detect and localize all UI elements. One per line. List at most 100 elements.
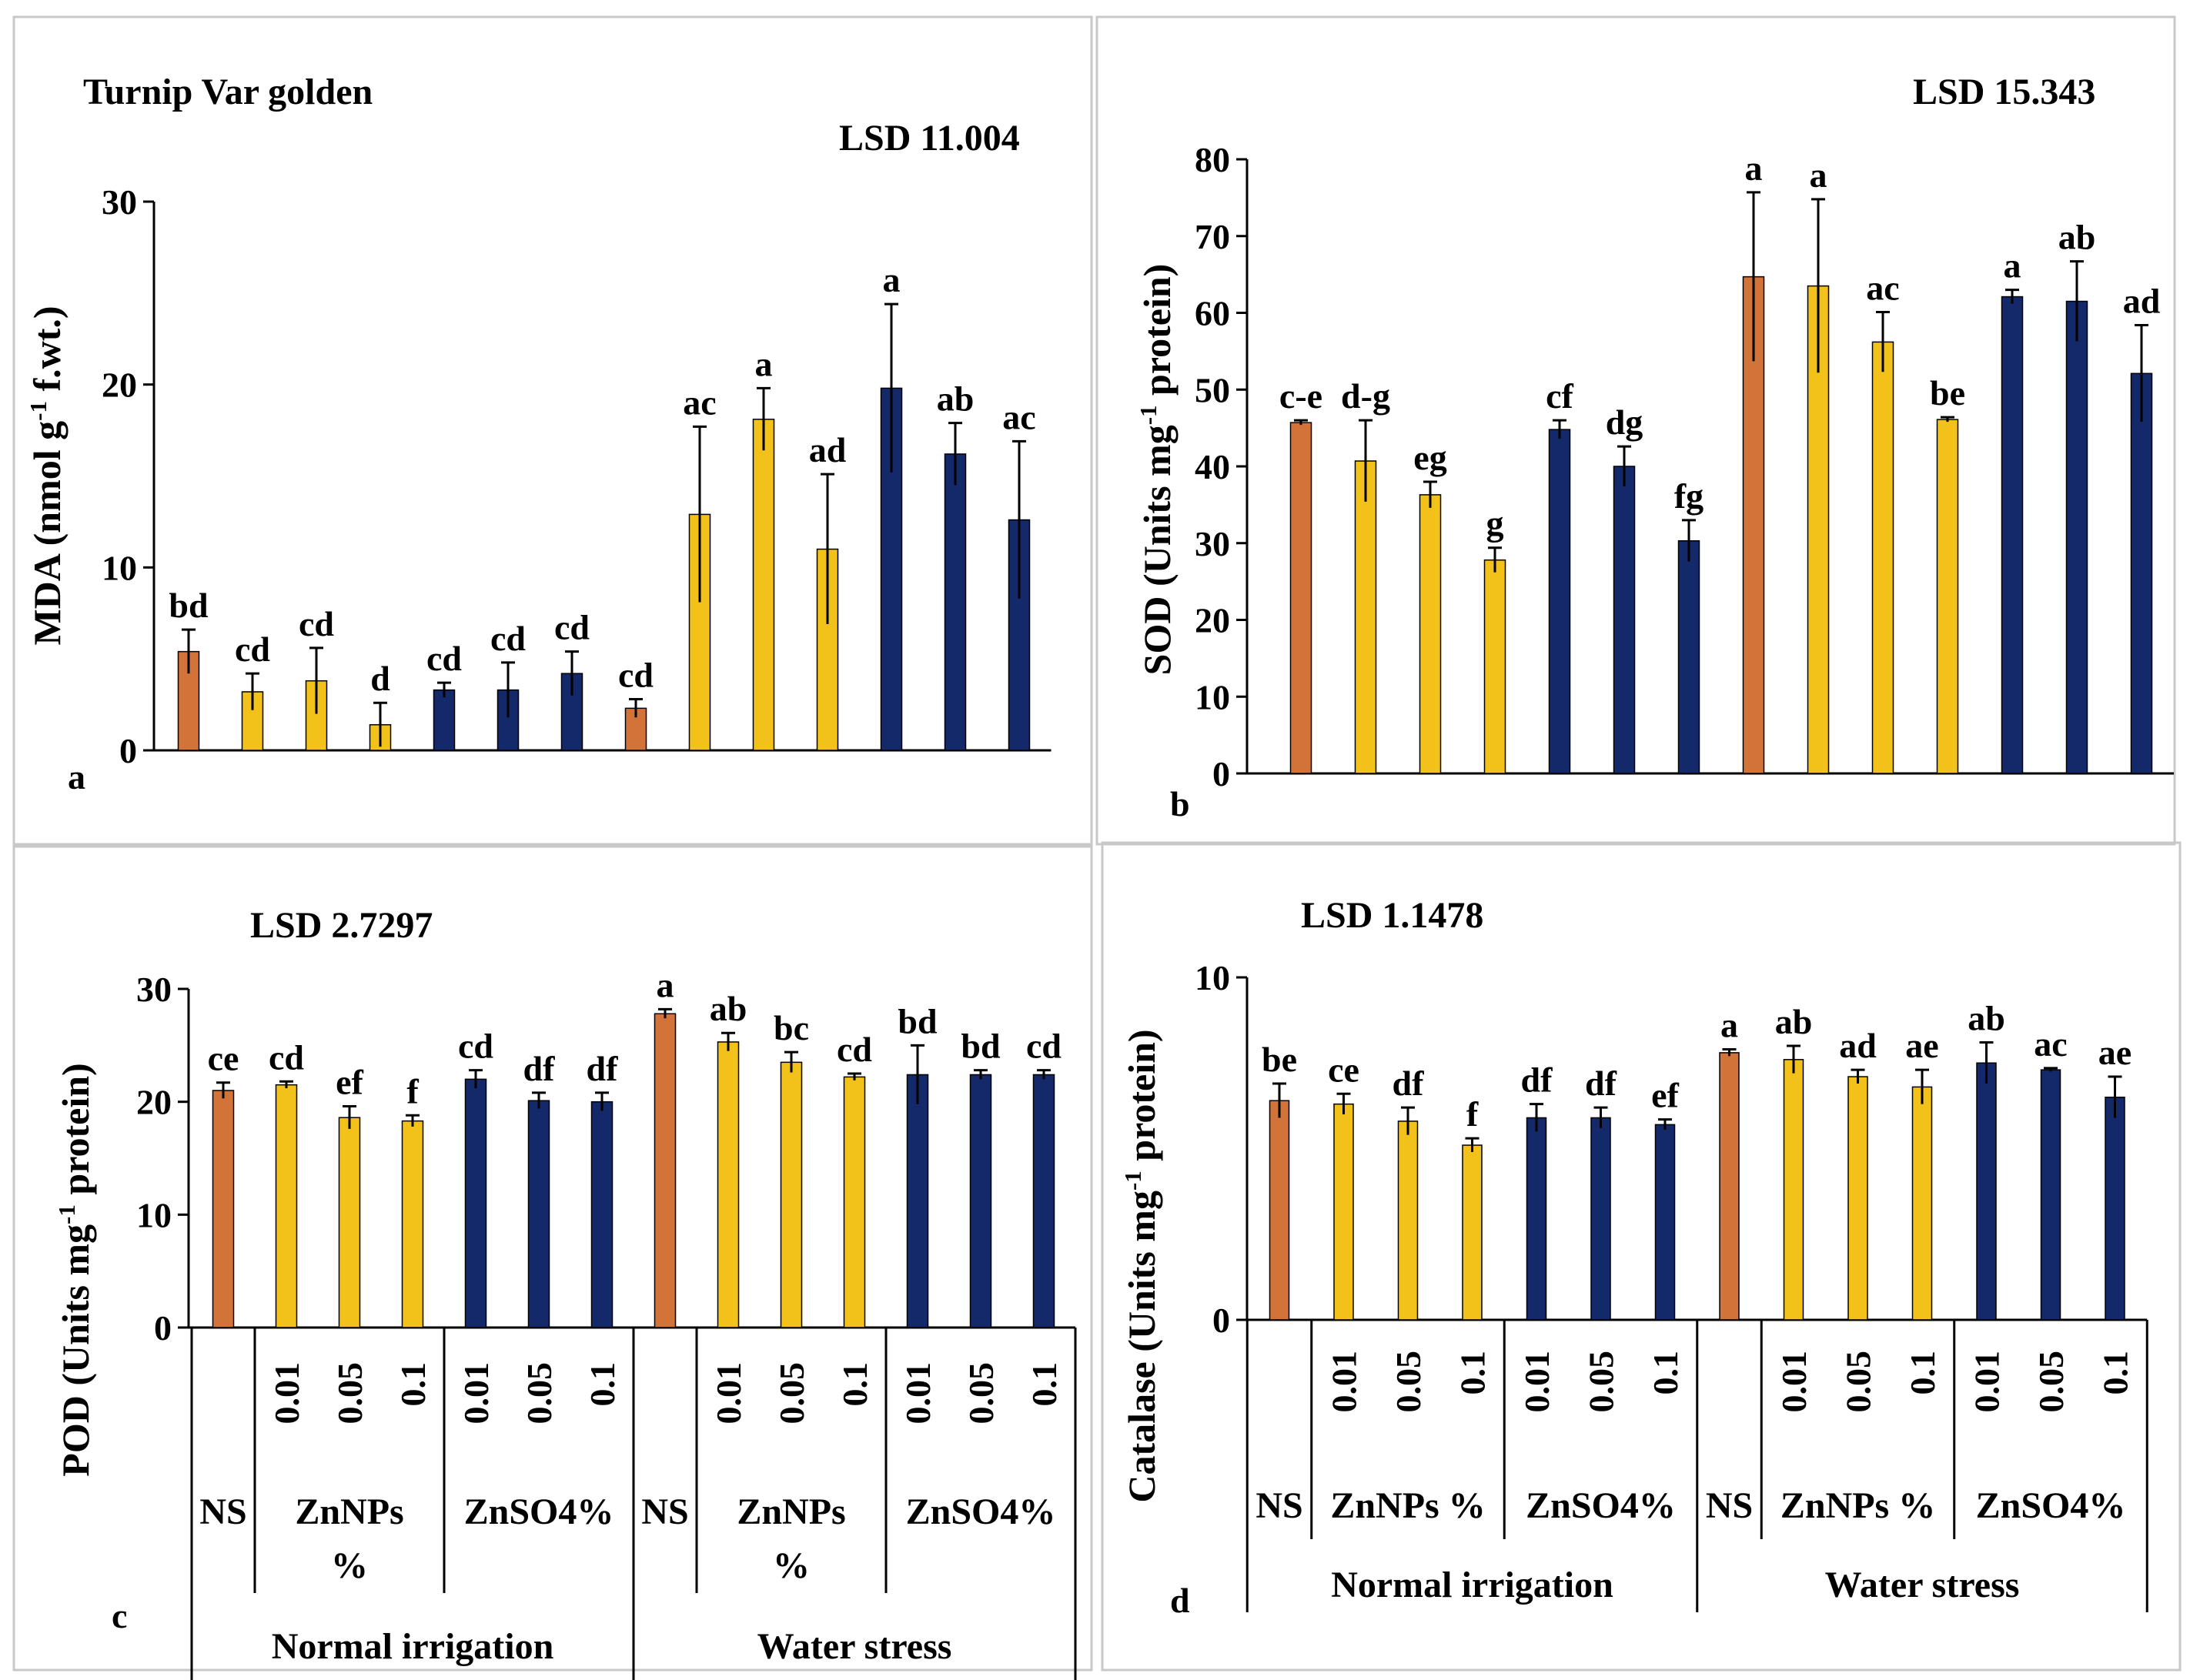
y-axis-label-superscript: -1 xyxy=(25,401,52,421)
panel-d: LSD 1.1478 d 0 10 Catalase (Units mg-1 prote… xyxy=(1101,841,2182,1672)
x-level-label: 0.05 xyxy=(2031,1351,2071,1413)
lsd-label: LSD 2.7297 xyxy=(250,905,433,946)
y-tick-label: 80 xyxy=(1195,140,1230,179)
y-tick-label: 20 xyxy=(102,366,137,405)
bar xyxy=(1354,460,1377,774)
treatment-label: % xyxy=(331,1545,368,1586)
treatment-label: ZnNPs xyxy=(737,1491,845,1532)
sig-letter: cd xyxy=(618,655,654,694)
x-level-label: 0.05 xyxy=(961,1362,1001,1424)
y-tick-label: 0 xyxy=(1212,754,1230,793)
y-tick-label: 10 xyxy=(1195,677,1230,716)
bar xyxy=(1976,1062,1997,1321)
x-level-label: 0.01 xyxy=(1517,1351,1556,1413)
bar xyxy=(1613,466,1636,774)
bar xyxy=(1654,1124,1676,1321)
x-level-label: 0.05 xyxy=(1389,1351,1428,1413)
sig-letter: a xyxy=(1720,1005,1738,1044)
y-axis-label-part: protein) xyxy=(1135,264,1179,406)
sig-letter: df xyxy=(523,1049,556,1088)
sig-letter: cd xyxy=(235,630,270,669)
sig-letter: cd xyxy=(299,604,334,643)
bar xyxy=(464,1078,487,1328)
condition-label: Normal irrigation xyxy=(1331,1565,1613,1605)
condition-label: Water stress xyxy=(757,1626,952,1667)
bar xyxy=(1032,1074,1055,1328)
lsd-label: LSD 15.343 xyxy=(1913,72,2095,112)
x-level-label: 0.01 xyxy=(1774,1351,1814,1413)
bar xyxy=(2065,300,2088,774)
x-level-label: 0.1 xyxy=(1453,1351,1493,1395)
treatment-label: ZnSO4% xyxy=(1976,1485,2126,1526)
sig-letter: a xyxy=(755,344,773,383)
condition-label: Normal irrigation xyxy=(272,1626,554,1667)
sig-letter: cd xyxy=(269,1037,304,1077)
sig-letter: ce xyxy=(208,1039,239,1078)
bar xyxy=(1911,1086,1933,1321)
bar xyxy=(2130,372,2153,774)
sig-letter: f xyxy=(406,1071,419,1111)
panel-b: LSD 15.343 b0 10 20 30 40 50 60 70 80 SOD (Units m… xyxy=(1095,15,2176,846)
sig-letter: a xyxy=(1810,155,1827,195)
bar xyxy=(843,1076,866,1328)
x-level-label: 0.05 xyxy=(1582,1351,1621,1413)
y-tick-label: 60 xyxy=(1195,294,1230,333)
sig-letter: fg xyxy=(1674,476,1704,516)
y-tick-label: 20 xyxy=(136,1083,172,1122)
bar xyxy=(2040,1069,2061,1321)
sig-letter: bd xyxy=(898,1001,938,1040)
y-tick-label: 40 xyxy=(1195,447,1230,486)
bar xyxy=(497,689,520,751)
x-level-label: 0.01 xyxy=(709,1362,748,1424)
y-tick-label: 10 xyxy=(136,1195,172,1234)
bar xyxy=(1483,559,1506,774)
panel-letter: a xyxy=(68,757,85,797)
panel-letter: d xyxy=(1170,1581,1190,1620)
y-axis-label-superscript: -1 xyxy=(1119,1171,1146,1191)
bar xyxy=(906,1074,929,1328)
sig-letter: cf xyxy=(1546,376,1573,416)
bar xyxy=(275,1084,298,1328)
treatment-label: ZnSO4% xyxy=(1526,1485,1676,1526)
x-level-label: 0.1 xyxy=(2096,1351,2135,1395)
x-level-label: 0.05 xyxy=(520,1362,559,1424)
sig-letter: c-e xyxy=(1279,376,1322,416)
panel-border xyxy=(1101,841,2182,1672)
y-axis-label-part: protein) xyxy=(54,1063,97,1204)
treatment-label: NS xyxy=(1255,1485,1302,1526)
bar xyxy=(1719,1052,1740,1321)
bar xyxy=(338,1117,361,1328)
sig-letter: cd xyxy=(458,1027,493,1066)
sig-letter: be xyxy=(1262,1040,1297,1079)
bar xyxy=(969,1074,992,1328)
sig-letter: cd xyxy=(554,608,590,647)
bar xyxy=(752,419,775,751)
panel-c: LSD 2.7297 c 0 10 20 30 POD (Units mg-1 protei… xyxy=(12,845,1093,1680)
y-tick-label: 0 xyxy=(1212,1301,1230,1340)
bar xyxy=(527,1100,550,1328)
sig-letter: g xyxy=(1486,504,1504,543)
y-tick-label: 0 xyxy=(119,731,137,770)
bar xyxy=(2001,296,2024,774)
sig-letter: eg xyxy=(1413,438,1446,477)
treatment-label: ZnNPs xyxy=(295,1491,403,1532)
y-axis-label-part: MDA (nmol g xyxy=(25,421,69,646)
lsd-label: LSD 1.1478 xyxy=(1301,895,1483,936)
panel-letter: c xyxy=(112,1596,127,1635)
y-tick-label: 30 xyxy=(102,182,137,222)
y-axis-label-part: POD (Units mg xyxy=(54,1224,97,1477)
y-tick-label: 0 xyxy=(154,1308,172,1348)
sig-letter: d xyxy=(370,659,390,698)
sig-letter: dg xyxy=(1606,402,1643,442)
sig-letter: a xyxy=(2004,246,2021,286)
x-level-label: 0.01 xyxy=(456,1362,496,1424)
bar xyxy=(1289,422,1312,774)
y-tick-label: 30 xyxy=(1195,524,1230,563)
bar xyxy=(1936,419,1959,774)
sig-letter: ac xyxy=(1866,269,1899,308)
y-tick-label: 20 xyxy=(1195,601,1230,640)
bar xyxy=(1397,1121,1419,1321)
sig-letter: ab xyxy=(2058,218,2096,257)
bar xyxy=(654,1013,677,1328)
